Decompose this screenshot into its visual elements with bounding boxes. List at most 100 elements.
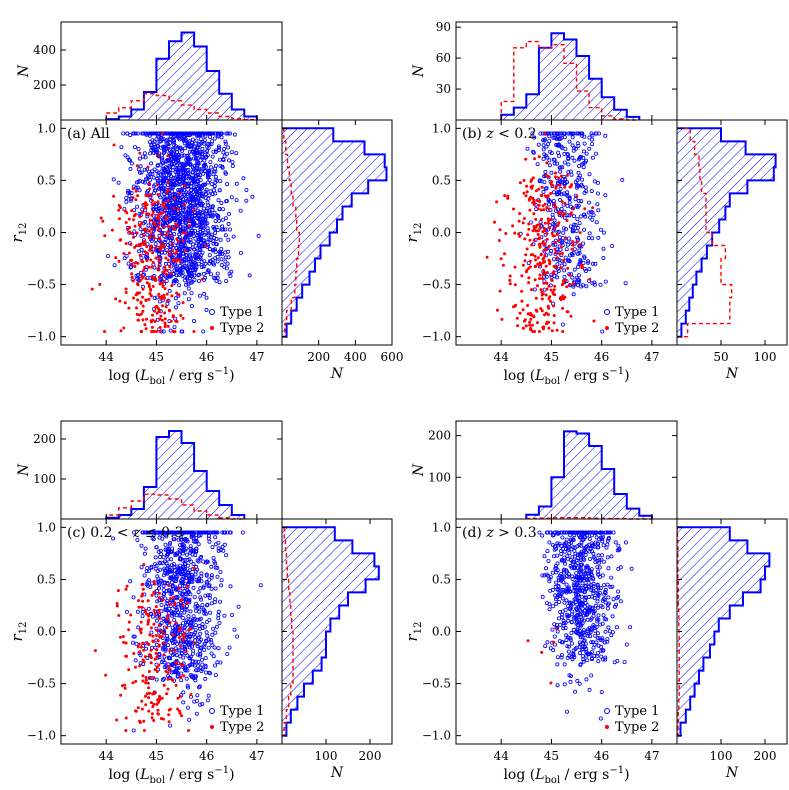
- type2-point: [160, 635, 164, 639]
- type1-point: [149, 565, 154, 570]
- type2-point: [551, 234, 555, 238]
- type1-point: [131, 595, 136, 600]
- type1-point: [188, 270, 193, 275]
- type1-point: [203, 150, 208, 155]
- scatter-ylabel: r12: [8, 622, 29, 642]
- type1-point: [601, 255, 606, 260]
- type2-point: [531, 176, 535, 180]
- type2-point: [557, 239, 561, 242]
- type1-point: [579, 623, 584, 628]
- type2-point: [138, 151, 142, 155]
- type1-point: [203, 261, 208, 266]
- type1-point: [216, 144, 221, 149]
- type2-point: [117, 208, 121, 212]
- type1-point: [182, 607, 187, 612]
- type1-point: [558, 186, 563, 191]
- type1-point: [198, 137, 203, 142]
- type1-point: [597, 565, 602, 570]
- type1-point: [182, 562, 187, 567]
- type1-point: [157, 530, 162, 535]
- type2-point: [147, 212, 151, 216]
- type2-point: [157, 596, 161, 600]
- type1-point: [149, 142, 154, 147]
- type2-point: [506, 196, 510, 200]
- type2-point: [523, 318, 527, 322]
- scatter-xtick-label: 47: [249, 749, 264, 763]
- type1-point: [135, 131, 140, 136]
- type2-point: [549, 192, 553, 195]
- type2-point: [515, 316, 519, 320]
- type1-point: [172, 627, 177, 632]
- type2-point: [138, 253, 142, 257]
- top-hist-ytick-label: 60: [436, 51, 451, 65]
- type2-point: [178, 626, 182, 630]
- type1-point: [203, 217, 208, 222]
- type1-point: [190, 662, 195, 667]
- type1-point: [178, 612, 183, 617]
- type1-point: [581, 530, 586, 535]
- type1-point: [554, 565, 559, 570]
- type1-point: [561, 621, 566, 626]
- type1-point: [188, 673, 193, 678]
- type1-point: [605, 538, 610, 543]
- type1-point: [186, 297, 191, 302]
- type2-point: [181, 604, 185, 608]
- type2-point: [539, 307, 543, 311]
- type2-point: [130, 275, 134, 279]
- type1-point: [171, 610, 176, 615]
- scatter-ytick-label: 1.0: [432, 520, 451, 534]
- type2-point: [116, 589, 120, 593]
- type2-point: [145, 245, 149, 249]
- type1-point: [565, 554, 570, 559]
- type2-point: [174, 252, 177, 256]
- type1-point: [187, 149, 192, 154]
- type2-point: [503, 252, 506, 256]
- type1-point: [570, 574, 575, 579]
- type1-point: [195, 693, 200, 698]
- type1-point: [171, 138, 176, 143]
- type1-point: [180, 210, 185, 215]
- type2-point: [545, 287, 549, 291]
- type1-point: [215, 660, 220, 665]
- type1-point: [585, 260, 590, 265]
- type1-point: [230, 163, 235, 168]
- type2-point: [131, 196, 135, 200]
- type1-point: [191, 131, 196, 136]
- type2-point: [560, 174, 563, 178]
- type2-point: [149, 319, 153, 323]
- type1-point: [576, 593, 581, 598]
- type2-point: [181, 301, 185, 305]
- type1-point: [204, 208, 209, 213]
- type1-point: [198, 256, 203, 261]
- type1-point: [105, 253, 110, 258]
- type1-point: [142, 167, 147, 172]
- type1-point: [563, 625, 568, 630]
- type1-point: [170, 546, 175, 551]
- type1-point: [154, 677, 159, 682]
- type1-point: [174, 653, 179, 658]
- type1-point: [577, 173, 582, 178]
- top-hist-ytick-label: 200: [33, 78, 56, 92]
- type1-point: [208, 189, 213, 194]
- type1-point: [181, 177, 186, 182]
- type1-point: [226, 221, 231, 226]
- right-hist-xtick-label: 200: [359, 749, 382, 763]
- type1-point: [197, 624, 202, 629]
- type1-point: [561, 568, 566, 573]
- type1-point: [583, 185, 588, 190]
- type1-point: [584, 649, 589, 654]
- type1-point: [562, 268, 567, 273]
- type1-point: [198, 586, 203, 591]
- type1-point: [171, 182, 176, 187]
- type1-point: [550, 570, 555, 575]
- type1-point: [564, 537, 569, 542]
- type1-point: [197, 236, 202, 241]
- type1-point: [574, 582, 579, 587]
- legend-type1-label: Type 1: [220, 704, 264, 719]
- type2-point: [158, 591, 161, 595]
- type1-point: [207, 617, 212, 622]
- type1-point: [128, 166, 133, 171]
- type1-point: [556, 229, 561, 234]
- type1-point: [204, 603, 209, 608]
- type1-point: [553, 530, 558, 535]
